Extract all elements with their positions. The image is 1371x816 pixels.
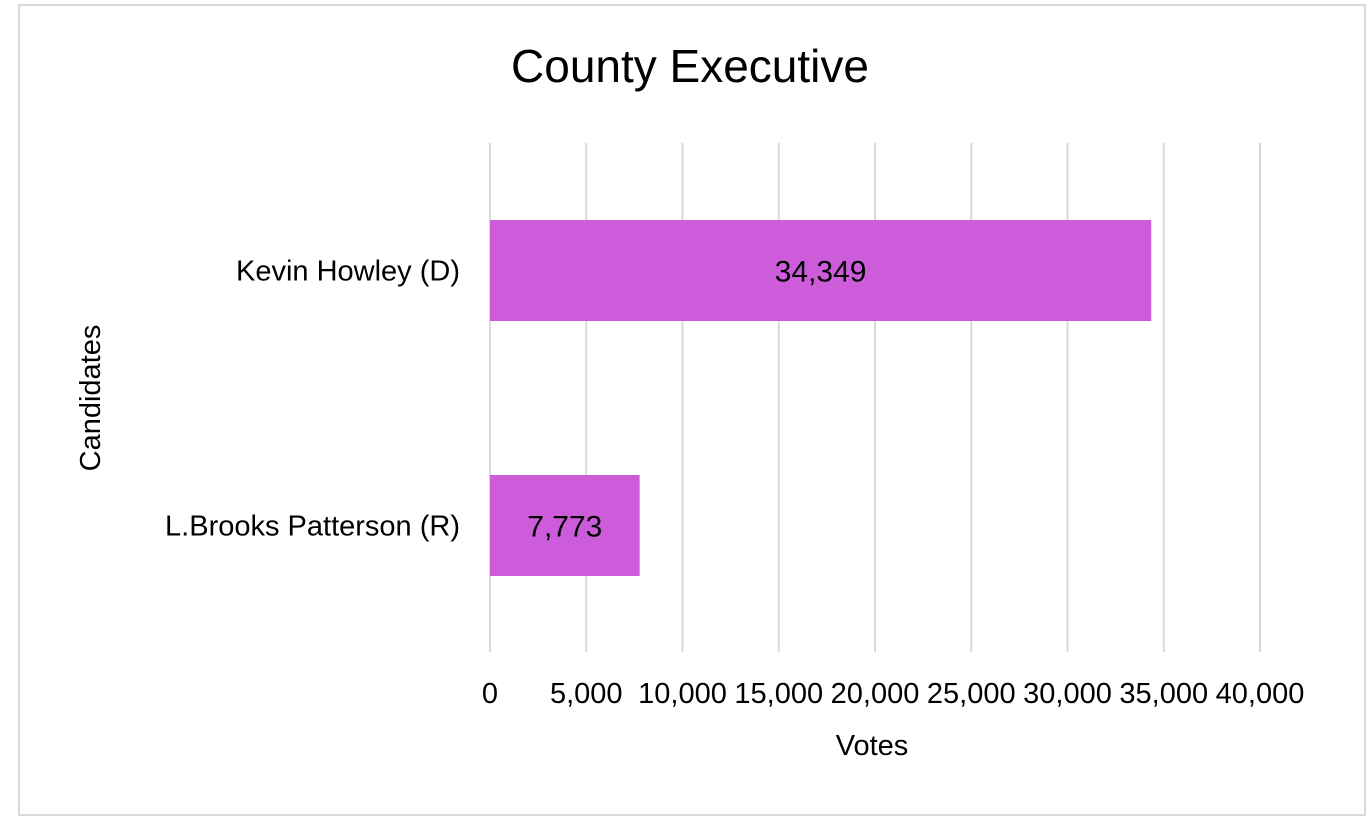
x-tick-label: 35,000 [1119, 678, 1208, 710]
x-tick-label: 40,000 [1216, 678, 1305, 710]
chart-title: County Executive [511, 40, 869, 92]
bar [490, 475, 640, 576]
x-tick-label: 30,000 [1023, 678, 1112, 710]
category-label: Kevin Howley (D) [236, 256, 460, 288]
data-label: 34,349 [775, 256, 867, 289]
y-axis-title: Candidates [75, 325, 107, 472]
data-label: 7,773 [527, 511, 602, 544]
x-tick-label: 20,000 [831, 678, 920, 710]
bar [490, 220, 1152, 321]
category-label: L.Brooks Patterson (R) [165, 511, 460, 543]
x-tick-label: 15,000 [734, 678, 823, 710]
x-tick-label: 25,000 [927, 678, 1016, 710]
x-axis-title: Votes [836, 730, 909, 762]
x-tick-label: 10,000 [638, 678, 727, 710]
bars [490, 220, 1152, 576]
x-tick-label: 5,000 [550, 678, 623, 710]
chart-frame [18, 4, 1366, 816]
labels: 0 5,000 10,000 15,000 20,000 25,000 30,000 35,0… [165, 256, 1304, 711]
x-tick-label: 0 [482, 678, 498, 710]
